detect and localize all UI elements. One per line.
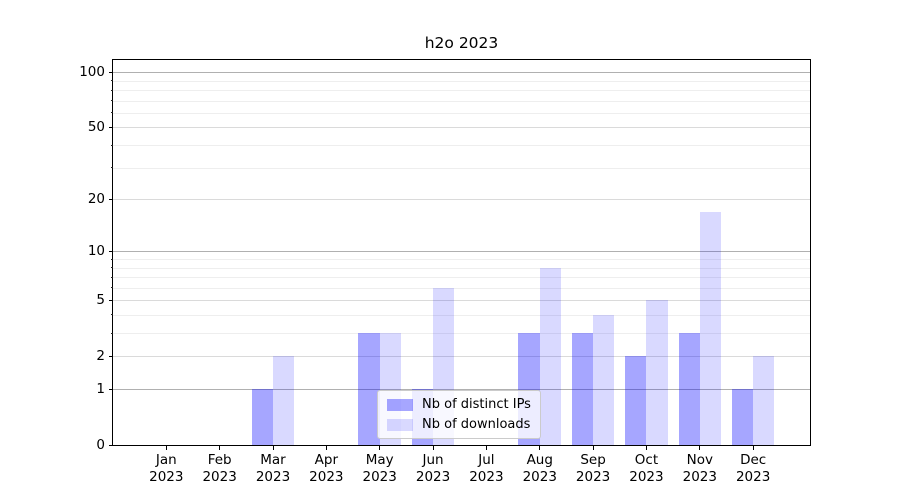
chart-title: h2o 2023: [424, 34, 499, 52]
x-tick-mark: [165, 446, 167, 450]
bar-downloads: [646, 300, 668, 445]
x-tick-label: Jul 2023: [469, 452, 504, 485]
grid-line: [113, 251, 810, 253]
legend-label: Nb of distinct IPs: [422, 397, 531, 412]
legend-swatch-downloads: [387, 418, 413, 431]
y-minor-tick-mark: [111, 314, 113, 316]
x-tick-mark: [539, 446, 541, 450]
y-tick-mark: [109, 299, 113, 301]
y-tick-label: 1: [96, 381, 105, 397]
y-minor-tick-mark: [111, 112, 113, 114]
plot-area: Nb of distinct IPs Nb of downloads 0 1 2 5 1…: [79, 59, 811, 485]
x-tick-mark: [699, 446, 701, 450]
y-minor-tick-mark: [111, 258, 113, 260]
y-tick-label: 50: [87, 119, 105, 136]
x-tick-label: May 2023: [362, 452, 397, 485]
y-tick-mark: [109, 250, 113, 252]
legend: Nb of distinct IPs Nb of downloads: [377, 390, 541, 439]
grid-line: [113, 72, 810, 74]
x-tick-label: Jan 2023: [149, 452, 184, 485]
y-tick-mark: [109, 126, 113, 128]
grid-line: [113, 127, 810, 129]
grid-line-minor: [113, 80, 810, 82]
grid-line-minor: [113, 167, 810, 169]
y-tick-mark: [109, 71, 113, 73]
x-tick-label: Oct 2023: [629, 452, 664, 485]
y-tick-label: 5: [96, 292, 105, 309]
bar-distinct-ips: [625, 356, 647, 445]
bar-downloads: [539, 267, 562, 445]
legend-label: Nb of downloads: [422, 417, 531, 432]
grid-line-minor: [113, 314, 810, 316]
y-minor-tick-mark: [111, 100, 113, 102]
grid-line-minor: [113, 145, 810, 147]
legend-item-distinct-ips: Nb of distinct IPs: [387, 397, 531, 412]
legend-swatch-distinct-ips: [387, 398, 413, 411]
x-tick-label: Sep 2023: [575, 452, 611, 485]
y-tick-label: 100: [79, 64, 105, 81]
bar-downloads: [273, 356, 295, 445]
y-tick-mark: [109, 444, 113, 446]
grid-line-minor: [113, 259, 810, 260]
bar-distinct-ips: [571, 333, 594, 445]
x-tick-mark: [272, 446, 274, 450]
x-tick-label: Mar 2023: [255, 452, 291, 485]
x-tick-label: Aug 2023: [522, 452, 557, 485]
grid-line-minor: [113, 112, 810, 114]
y-tick-label: 20: [87, 191, 105, 208]
y-minor-tick-mark: [111, 167, 113, 169]
bar-distinct-ips: [678, 333, 700, 445]
bar-downloads: [593, 314, 615, 445]
y-tick-mark: [109, 355, 113, 357]
grid-line: [113, 389, 810, 390]
grid-line-minor: [113, 287, 810, 289]
bar-distinct-ips: [358, 333, 380, 445]
grid-line: [113, 356, 810, 358]
grid-line-minor: [113, 267, 810, 269]
x-tick-label: Nov 2023: [682, 452, 717, 485]
x-tick-mark: [432, 446, 434, 450]
bar-distinct-ips: [731, 389, 754, 445]
y-tick-mark: [109, 198, 113, 200]
x-tick-mark: [645, 446, 647, 450]
grid-line-minor: [113, 277, 810, 279]
y-tick-label: 0: [96, 437, 105, 453]
bar-distinct-ips: [251, 389, 273, 445]
x-tick-label: Feb 2023: [202, 452, 237, 485]
grid-line-minor: [113, 100, 810, 102]
x-tick-label: Apr 2023: [309, 452, 344, 485]
y-tick-mark: [109, 388, 113, 390]
x-tick-mark: [325, 446, 327, 450]
x-tick-mark: [219, 446, 221, 450]
x-tick-mark: [752, 446, 754, 450]
grid-line: [113, 199, 810, 201]
bar-downloads: [753, 356, 775, 445]
y-minor-tick-mark: [111, 276, 113, 278]
y-minor-tick-mark: [111, 267, 113, 268]
x-tick-label: Dec 2023: [735, 452, 771, 485]
y-tick-label: 10: [87, 243, 105, 260]
grid-line-minor: [113, 90, 810, 92]
grid-line: [113, 300, 810, 302]
legend-item-downloads: Nb of downloads: [387, 417, 531, 432]
y-minor-tick-mark: [111, 332, 113, 334]
y-minor-tick-mark: [111, 144, 113, 146]
y-tick-label: 2: [96, 348, 105, 365]
x-tick-mark: [485, 446, 487, 450]
grid-line-minor: [113, 333, 810, 335]
y-minor-tick-mark: [111, 287, 113, 289]
x-tick-mark: [592, 446, 594, 450]
x-tick-mark: [379, 446, 381, 450]
bar-downloads: [699, 211, 722, 445]
y-minor-tick-mark: [111, 80, 113, 82]
y-minor-tick-mark: [111, 89, 113, 91]
x-tick-label: Jun 2023: [415, 452, 451, 485]
